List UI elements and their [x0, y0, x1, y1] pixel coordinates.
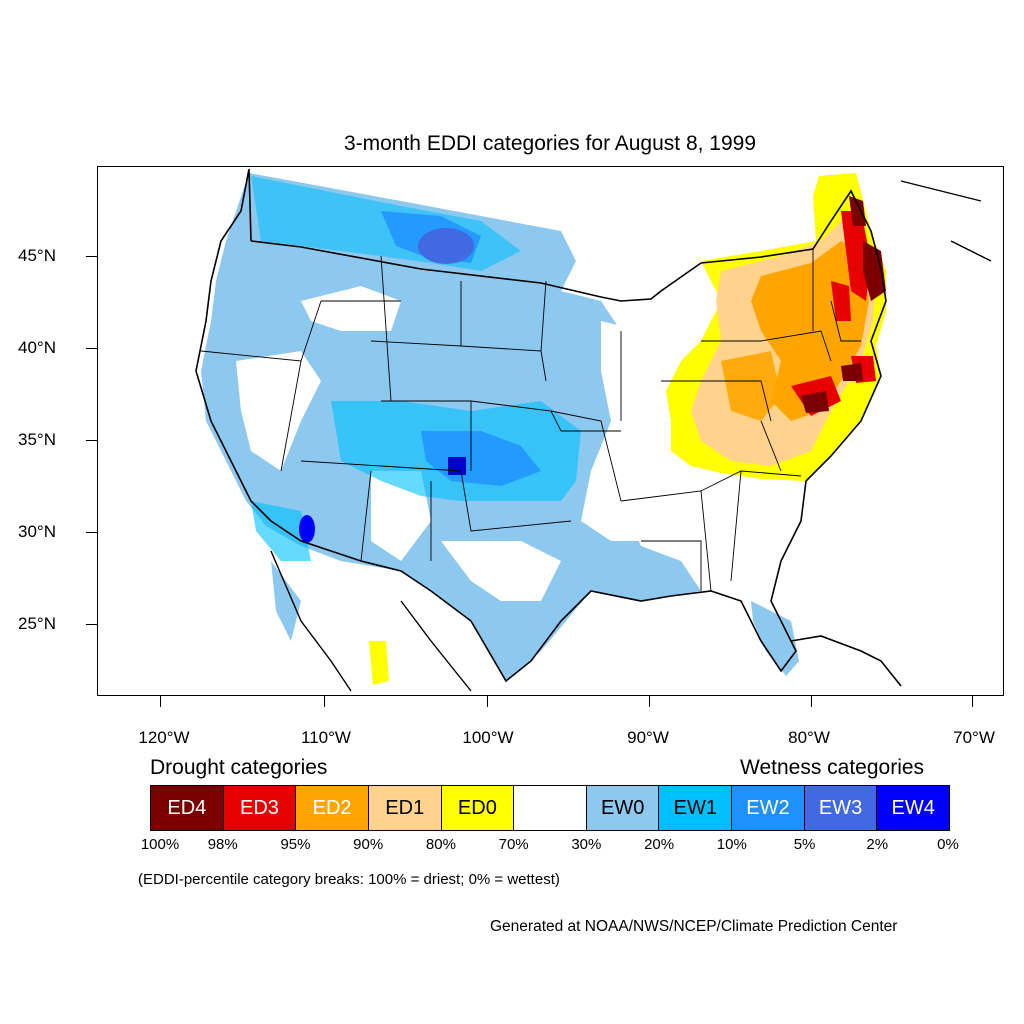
legend-percentile-label: 2% — [866, 836, 889, 853]
wetness-heading: Wetness categories — [740, 756, 925, 779]
normal-region-great-basin — [236, 351, 321, 471]
eddi-map — [195, 168, 992, 692]
ed4-region-pa — [841, 363, 863, 381]
lat-label-40: 40°N — [18, 338, 56, 357]
legend-percentile-label: 0% — [937, 836, 959, 853]
lon-tick — [324, 696, 325, 707]
legend-percentile-label: 95% — [280, 836, 311, 853]
legend-cell-ed4: ED4 — [151, 786, 224, 830]
legend-percentile-label: 5% — [793, 836, 816, 853]
ew4-spot-kansas — [448, 457, 466, 475]
lat-label-25: 25°N — [18, 614, 56, 633]
legend-colorbar: ED4 ED3 ED2 ED1 ED0 EW0 EW1 EW2 EW3 EW4 — [150, 785, 950, 831]
legend-percentile-label: 20% — [644, 836, 675, 853]
legend-cell-ed1: ED1 — [368, 786, 442, 830]
mexico-coast — [270, 550, 472, 692]
legend-cell-ew0: EW0 — [586, 786, 660, 830]
ed0-spot-cuba — [369, 641, 389, 685]
ed3-region-ne2 — [831, 281, 851, 321]
lat-tick — [86, 256, 97, 257]
ed4-region-maine — [863, 241, 886, 301]
legend-cell-ed3: ED3 — [223, 786, 297, 830]
map-panel — [97, 166, 1004, 696]
lat-tick — [86, 624, 97, 625]
lon-label-90w: 90°W — [627, 728, 669, 747]
legend-cell-normal — [514, 786, 587, 830]
lon-label-80w: 80°W — [788, 728, 830, 747]
lat-label-30: 30°N — [18, 522, 56, 541]
normal-region-plains — [581, 321, 661, 531]
drought-heading: Drought categories — [150, 756, 328, 779]
lon-label-100w: 100°W — [462, 728, 514, 747]
normal-region-southeast — [621, 471, 791, 591]
legend-cell-ew3: EW3 — [804, 786, 878, 830]
legend-percentile-label: 98% — [207, 836, 238, 853]
ed3-region-ne1 — [841, 211, 871, 301]
legend-percentile-label: 100% — [140, 836, 180, 853]
lon-tick — [649, 696, 650, 707]
map-title: 3-month EDDI categories for August 8, 19… — [343, 132, 757, 155]
ew0-region-florida — [751, 601, 799, 676]
lon-label-110w: 110°W — [301, 728, 351, 747]
ed4-region-vt — [849, 196, 866, 226]
ew3-spot-dakotas — [418, 228, 474, 264]
ew0-region-baja — [271, 561, 301, 641]
lat-label-35: 35°N — [18, 430, 56, 449]
lon-label-70w: 70°W — [953, 728, 995, 747]
ew4-spot-arizona — [299, 515, 315, 543]
lon-tick — [160, 696, 161, 707]
normal-region-montana — [301, 286, 401, 331]
legend-note: (EDDI-percentile category breaks: 100% =… — [138, 871, 560, 888]
ed2-region-ohio — [721, 351, 781, 421]
credit-line: Generated at NOAA/NWS/NCEP/Climate Predi… — [490, 918, 898, 935]
legend-cell-ew4: EW4 — [877, 786, 950, 830]
lon-tick — [972, 696, 973, 707]
cuba-outline — [790, 635, 902, 687]
lat-tick — [86, 348, 97, 349]
legend-cell-ed0: ED0 — [441, 786, 515, 830]
legend-percentile-label: 90% — [353, 836, 384, 853]
legend-cell-ew1: EW1 — [659, 786, 733, 830]
legend-percentile-label: 10% — [716, 836, 747, 853]
legend-cell-ed2: ED2 — [296, 786, 369, 830]
lat-label-45: 45°N — [18, 246, 56, 265]
normal-region-texas — [441, 541, 561, 601]
state-borders — [200, 249, 861, 592]
legend-percentile-label: 70% — [498, 836, 529, 853]
ed4-region-md — [801, 391, 829, 413]
lon-tick — [811, 696, 812, 707]
legend-cell-ew2: EW2 — [732, 786, 805, 830]
legend-percentile-label: 30% — [571, 836, 602, 853]
canada-islands — [900, 180, 992, 262]
us-outline — [195, 168, 887, 683]
lat-tick — [86, 440, 97, 441]
lon-label-120w: 120°W — [138, 728, 190, 747]
legend-percentile-label: 80% — [425, 836, 456, 853]
lon-tick — [487, 696, 488, 707]
lat-tick — [86, 532, 97, 533]
